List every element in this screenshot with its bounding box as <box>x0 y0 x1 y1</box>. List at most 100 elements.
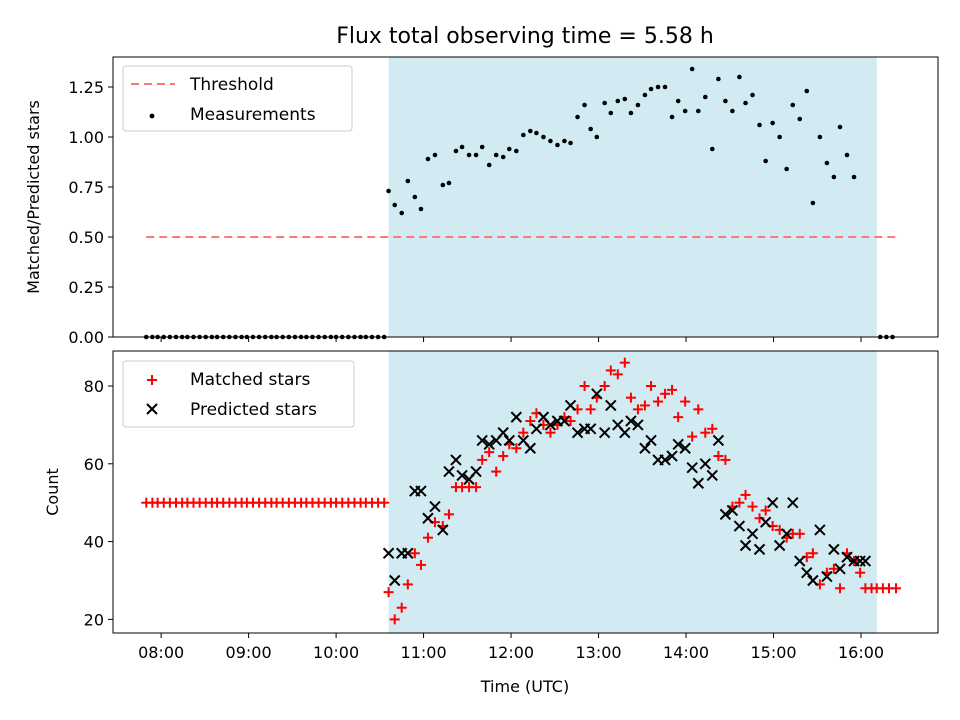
bottom-axis-ticks: 20 40 60 80 08:00 09:00 10:00 11:00 12:00 13:00 14… <box>84 377 884 662</box>
matched-star-point <box>740 489 751 500</box>
measurement-point <box>817 134 823 140</box>
predicted-star-point <box>699 458 711 470</box>
matched-star-point <box>484 447 495 458</box>
measurement-point <box>528 128 533 134</box>
predicted-star-point <box>726 504 739 517</box>
measurement-point <box>648 86 654 92</box>
matched-star-point <box>693 404 704 415</box>
matched-star-point <box>807 548 818 559</box>
predicted-star-point <box>841 551 853 563</box>
top-y-tick-label: 0.75 <box>68 178 104 197</box>
bottom-x-tick-label: 15:00 <box>750 643 796 662</box>
measurement-point <box>453 148 459 154</box>
matched-star-point <box>632 404 643 415</box>
predicted-legend-label: Predicted stars <box>190 400 317 420</box>
matched-star-point <box>585 404 596 415</box>
predicted-star-point <box>712 434 725 447</box>
matched-star-point <box>605 365 616 376</box>
predicted-star-point <box>766 496 779 509</box>
measurement-points <box>143 66 895 340</box>
predicted-star-point <box>807 574 819 587</box>
predicted-star-point <box>470 465 482 478</box>
matched-star-point <box>855 567 866 578</box>
predicted-star-point <box>456 469 468 482</box>
measurement-point <box>392 202 398 208</box>
x-axis-label: Time (UTC) <box>480 677 569 696</box>
top-observing-window-span <box>388 57 877 337</box>
matched-star-point <box>653 396 664 407</box>
measurement-point <box>790 102 796 108</box>
measurements-legend-label: Measurements <box>190 105 316 125</box>
bottom-y-tick-label: 80 <box>84 377 104 396</box>
predicted-legend-swatch <box>146 403 158 415</box>
measurement-point <box>784 166 789 172</box>
measurement-point <box>479 144 485 150</box>
measurement-point <box>730 108 735 114</box>
measurement-point <box>418 206 424 212</box>
predicted-star-point <box>402 547 414 559</box>
measurement-point <box>541 134 546 140</box>
measurement-point <box>386 188 391 194</box>
predicted-star-point <box>733 520 746 532</box>
matched-star-point <box>409 548 420 559</box>
matched-star-point <box>646 381 657 392</box>
matched-star-point <box>383 587 394 598</box>
threshold-legend-label: Threshold <box>189 75 274 95</box>
matched-star-point <box>619 357 630 368</box>
predicted-star-point <box>719 508 732 521</box>
predicted-star-point <box>476 434 488 447</box>
predicted-star-point <box>584 423 597 435</box>
matched-star-point <box>625 392 636 403</box>
matched-star-point <box>422 532 433 543</box>
measurement-point <box>548 138 553 144</box>
measurement-point <box>628 110 634 116</box>
matched-star-point <box>835 583 846 594</box>
bottom-x-tick-label: 12:00 <box>488 643 534 662</box>
matched-star-point <box>794 528 805 539</box>
matched-star-point <box>443 509 454 520</box>
measurement-point <box>399 210 405 216</box>
predicted-star-point <box>801 567 813 579</box>
top-legend: Threshold Measurements <box>122 65 353 132</box>
predicted-star-point <box>686 461 698 474</box>
bottom-y-axis-label: Count <box>43 468 62 516</box>
predicted-star-point <box>854 555 866 567</box>
matched-star-point <box>379 497 390 508</box>
bottom-legend: Matched stars Predicted stars <box>122 360 355 428</box>
measurement-point <box>662 84 668 90</box>
matched-star-point <box>565 416 576 427</box>
predicted-star-point <box>645 434 657 447</box>
matched-star-point <box>477 454 488 465</box>
bottom-legend-box <box>122 360 355 428</box>
bottom-x-tick-label: 09:00 <box>226 643 272 662</box>
measurement-point <box>608 110 614 116</box>
measurement-point <box>432 152 438 158</box>
predicted-star-point <box>625 415 637 427</box>
measurement-point <box>757 122 762 128</box>
bottom-x-tick-label: 08:00 <box>138 643 184 662</box>
measurement-point <box>810 200 816 206</box>
bottom-y-tick-label: 60 <box>84 455 104 474</box>
predicted-star-point <box>619 426 631 439</box>
measurement-point <box>588 126 593 132</box>
measurement-point <box>743 100 748 106</box>
predicted-star-point <box>794 555 806 567</box>
matched-star-point <box>491 466 502 477</box>
matched-star-point <box>518 427 529 438</box>
matched-star-point <box>673 412 684 423</box>
predicted-star-point <box>679 442 691 454</box>
predicted-star-point <box>415 485 427 497</box>
measurement-point <box>562 138 567 144</box>
predicted-star-point <box>503 434 516 447</box>
predicted-star-point <box>598 426 611 439</box>
matched-star-point <box>660 388 671 399</box>
predicted-star-point <box>605 399 617 412</box>
measurement-point <box>675 98 681 104</box>
measurement-point <box>507 146 512 152</box>
predicted-stars-points <box>382 388 872 587</box>
measurement-point <box>514 148 519 154</box>
matched-star-point <box>579 381 590 392</box>
measurement-point <box>851 174 857 180</box>
measurement-point <box>575 114 580 120</box>
predicted-star-point <box>759 516 772 528</box>
